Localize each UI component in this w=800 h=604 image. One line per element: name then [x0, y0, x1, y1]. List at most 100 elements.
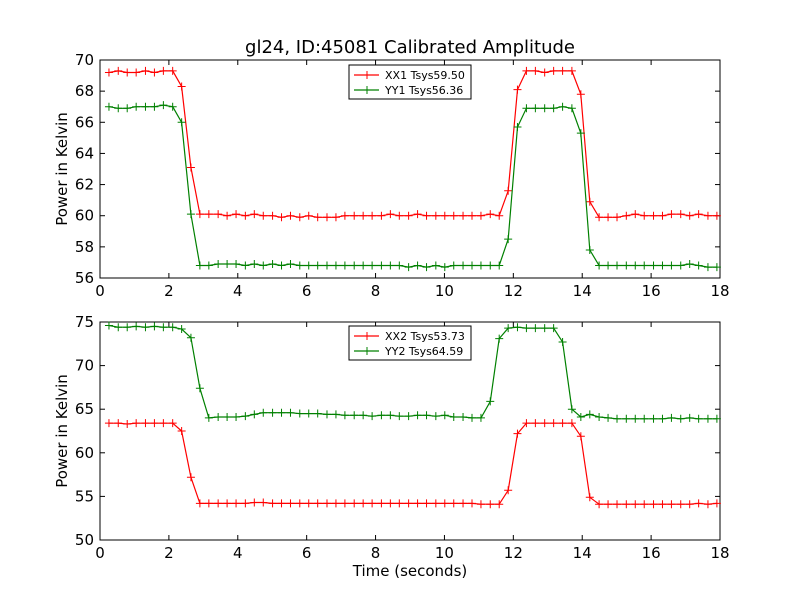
- x-tick-label: 0: [95, 544, 105, 562]
- y-tick-label: 60: [75, 444, 94, 462]
- data-point: [595, 261, 604, 270]
- data-point: [104, 102, 113, 111]
- data-point: [386, 499, 395, 508]
- data-point: [114, 323, 123, 332]
- data-point: [377, 211, 386, 220]
- data-point: [549, 324, 558, 333]
- data-point: [622, 211, 631, 220]
- data-point: [459, 499, 468, 508]
- data-point: [459, 211, 468, 220]
- data-point: [549, 66, 558, 75]
- y-tick-label: 75: [75, 313, 94, 331]
- data-point: [431, 261, 440, 270]
- data-point: [585, 410, 594, 419]
- data-point: [368, 211, 377, 220]
- y-tick-label: 56: [75, 269, 94, 287]
- data-point: [413, 261, 422, 270]
- data-point: [613, 414, 622, 423]
- data-point: [449, 499, 458, 508]
- data-point: [350, 261, 359, 270]
- data-point: [522, 66, 531, 75]
- data-point: [622, 500, 631, 509]
- data-point: [495, 500, 504, 509]
- data-point: [449, 211, 458, 220]
- data-point: [459, 413, 468, 422]
- data-point: [195, 384, 204, 393]
- data-point: [676, 500, 685, 509]
- data-point: [286, 211, 295, 220]
- data-point: [513, 429, 522, 438]
- data-point: [186, 210, 195, 219]
- data-point: [186, 163, 195, 172]
- x-tick-label: 12: [504, 544, 523, 562]
- legend: XX2 Tsys53.73 YY2 Tsys64.59: [348, 325, 472, 361]
- legend-marker: [363, 332, 371, 340]
- data-point: [585, 245, 594, 254]
- data-point: [703, 414, 712, 423]
- data-point: [685, 413, 694, 422]
- series-yy2: [104, 321, 721, 423]
- data-point: [250, 410, 259, 419]
- x-tick-label: 10: [435, 282, 454, 300]
- data-point: [585, 197, 594, 206]
- data-point: [486, 500, 495, 509]
- data-point: [232, 210, 241, 219]
- data-point: [504, 486, 513, 495]
- data-point: [676, 414, 685, 423]
- data-point: [522, 324, 531, 333]
- data-point: [694, 414, 703, 423]
- data-point: [422, 211, 431, 220]
- data-point: [123, 104, 132, 113]
- data-point: [567, 405, 576, 414]
- x-tick-label: 18: [710, 544, 729, 562]
- x-tick-label: 14: [573, 544, 592, 562]
- data-point: [241, 412, 250, 421]
- data-point: [576, 129, 585, 138]
- data-point: [250, 259, 259, 268]
- data-point: [223, 211, 232, 220]
- data-point: [331, 213, 340, 222]
- data-point: [386, 261, 395, 270]
- x-tick-label: 12: [504, 282, 523, 300]
- data-point: [150, 68, 159, 77]
- data-point: [214, 499, 223, 508]
- data-point: [667, 413, 676, 422]
- data-point: [195, 261, 204, 270]
- data-point: [703, 500, 712, 509]
- data-point: [567, 104, 576, 113]
- data-point: [431, 211, 440, 220]
- data-point: [268, 499, 277, 508]
- legend-label: YY1 Tsys56.36: [384, 84, 463, 97]
- data-point: [241, 211, 250, 220]
- data-point: [413, 411, 422, 420]
- legend-box: [348, 64, 472, 100]
- data-point: [595, 413, 604, 422]
- data-point: [340, 411, 349, 420]
- data-point: [141, 419, 150, 428]
- data-point: [658, 211, 667, 220]
- data-point: [168, 102, 177, 111]
- x-tick-label: 6: [302, 282, 312, 300]
- data-point: [232, 259, 241, 268]
- data-point: [277, 213, 286, 222]
- data-point: [204, 210, 213, 219]
- data-point: [340, 211, 349, 220]
- data-point: [377, 261, 386, 270]
- data-point: [540, 104, 549, 113]
- data-point: [159, 66, 168, 75]
- y-axis-label: Power in Kelvin: [53, 374, 71, 488]
- data-point: [667, 500, 676, 509]
- data-point: [232, 413, 241, 422]
- data-point: [440, 211, 449, 220]
- data-point: [631, 210, 640, 219]
- data-point: [350, 499, 359, 508]
- data-point: [558, 419, 567, 428]
- data-point: [613, 213, 622, 222]
- legend-marker: [363, 86, 371, 94]
- data-point: [712, 263, 721, 272]
- data-point: [404, 211, 413, 220]
- data-point: [322, 261, 331, 270]
- data-point: [468, 413, 476, 422]
- data-point: [132, 102, 141, 111]
- data-point: [667, 210, 676, 219]
